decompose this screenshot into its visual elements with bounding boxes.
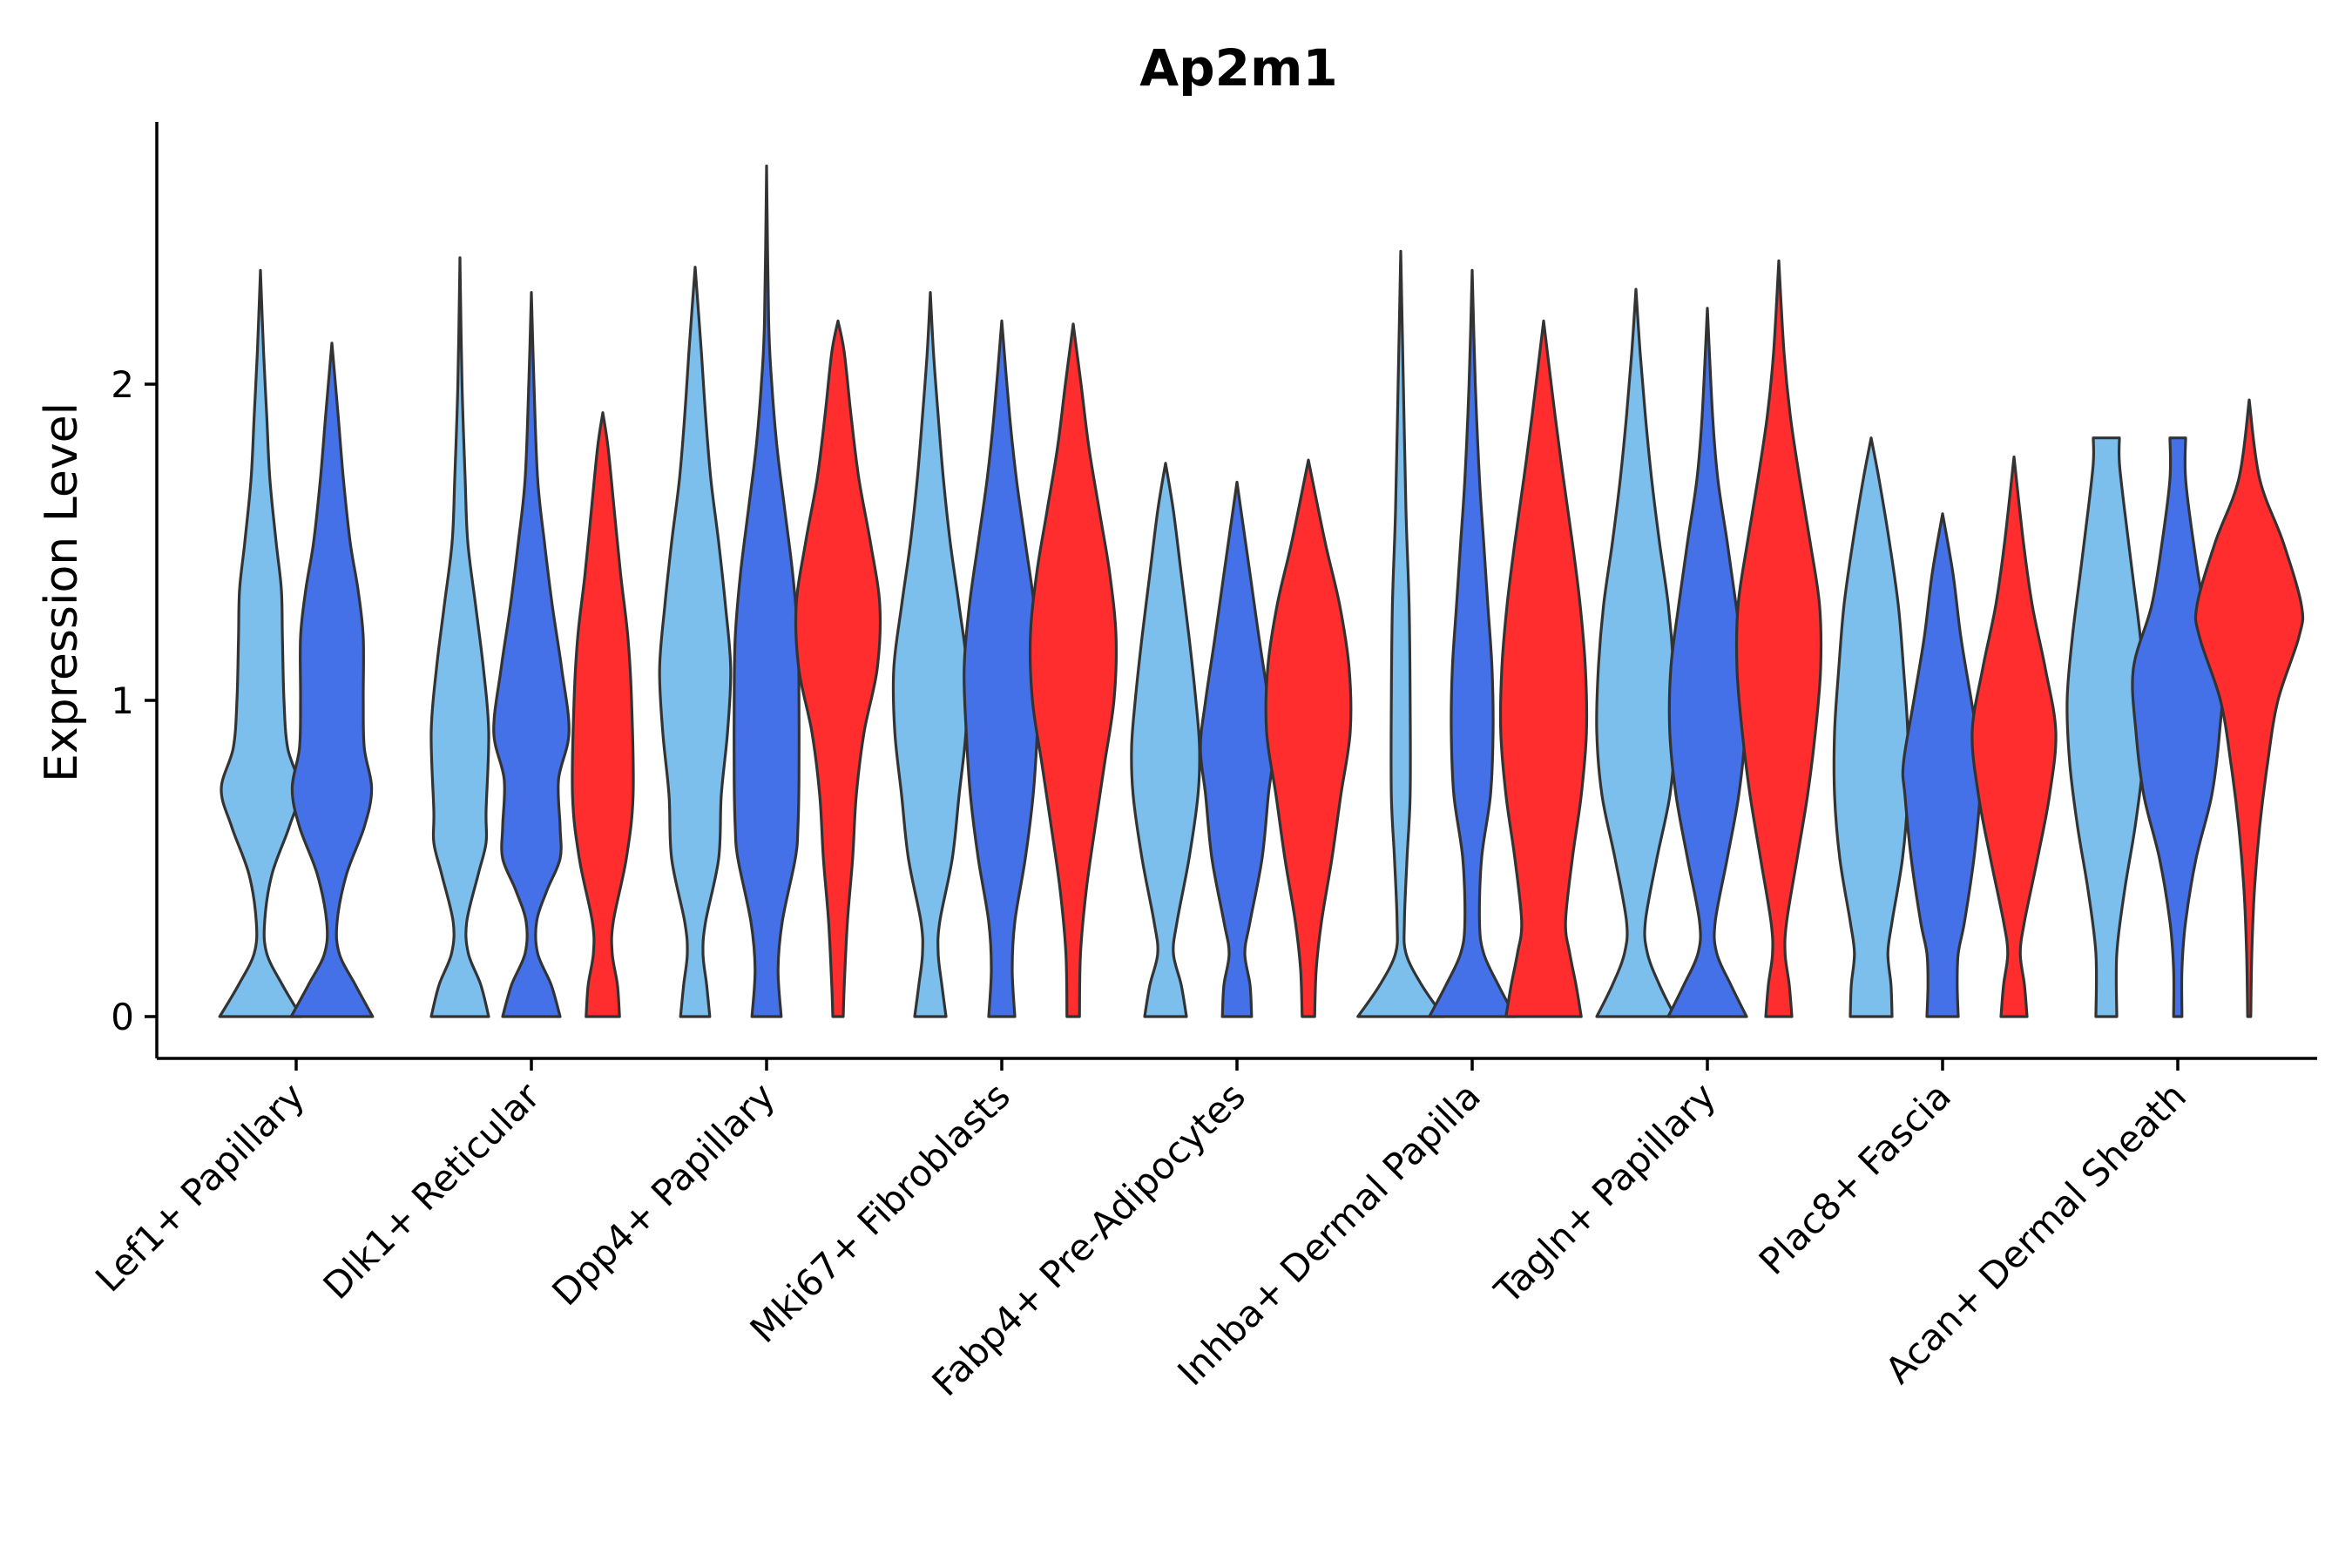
x-category-label: Plac8+ Fascia bbox=[1751, 1074, 1959, 1282]
violin-tagln-papillary-group3 bbox=[1734, 259, 1823, 1018]
violin-plac8-fascia-group3 bbox=[1970, 455, 2058, 1018]
violin-plac8-fascia-group2 bbox=[1901, 512, 1984, 1018]
violin-fabp4-pre-adipocytes-group2 bbox=[1199, 480, 1275, 1018]
violin-dlk1-reticular-group1 bbox=[429, 256, 490, 1018]
chart-title: Ap2m1 bbox=[1139, 38, 1338, 98]
violin-acan-dermal-sheath-group3 bbox=[2193, 398, 2305, 1018]
violin-dpp4-papillary-group3 bbox=[794, 319, 882, 1018]
x-category-label: Lef1+ Papillary bbox=[87, 1074, 313, 1300]
violin-lef1-papillary-group2 bbox=[289, 341, 375, 1018]
violin-lef1-papillary-group1 bbox=[218, 268, 303, 1018]
violin-tagln-papillary-group1 bbox=[1595, 287, 1677, 1018]
violin-dpp4-papillary-group1 bbox=[658, 266, 733, 1018]
violin-inhba-dermal-papilla-group2 bbox=[1428, 268, 1517, 1018]
violin-mki67-fibroblasts-group3 bbox=[1028, 322, 1119, 1018]
violin-fabp4-pre-adipocytes-group1 bbox=[1130, 462, 1201, 1018]
y-tick-label: 2 bbox=[111, 363, 134, 406]
violin-dlk1-reticular-group2 bbox=[492, 291, 571, 1018]
violin-fabp4-pre-adipocytes-group3 bbox=[1264, 458, 1353, 1018]
y-axis-label: Expression Level bbox=[36, 402, 88, 782]
violins-layer bbox=[218, 164, 2305, 1018]
violin-acan-dermal-sheath-group1 bbox=[2065, 436, 2147, 1018]
x-category-label: Dpp4+ Papillary bbox=[544, 1074, 783, 1314]
violin-tagln-papillary-group2 bbox=[1666, 307, 1748, 1018]
x-category-label: Dlk1+ Reticular bbox=[315, 1074, 549, 1308]
x-category-label: Tagln+ Papillary bbox=[1486, 1074, 1724, 1312]
violin-dpp4-papillary-group2 bbox=[733, 164, 801, 1018]
violin-inhba-dermal-papilla-group1 bbox=[1356, 249, 1445, 1018]
y-tick-label: 1 bbox=[111, 679, 134, 722]
violin-mki67-fibroblasts-group2 bbox=[963, 319, 1041, 1018]
violin-mki67-fibroblasts-group1 bbox=[891, 291, 970, 1018]
violin-plac8-fascia-group1 bbox=[1832, 436, 1910, 1018]
violin-inhba-dermal-papilla-group3 bbox=[1498, 319, 1589, 1018]
violin-acan-dermal-sheath-group2 bbox=[2131, 436, 2225, 1018]
x-category-label: Mki67+ Fibroblasts bbox=[742, 1074, 1018, 1350]
violin-dlk1-reticular-group3 bbox=[571, 411, 635, 1018]
y-tick-label: 0 bbox=[111, 996, 134, 1038]
